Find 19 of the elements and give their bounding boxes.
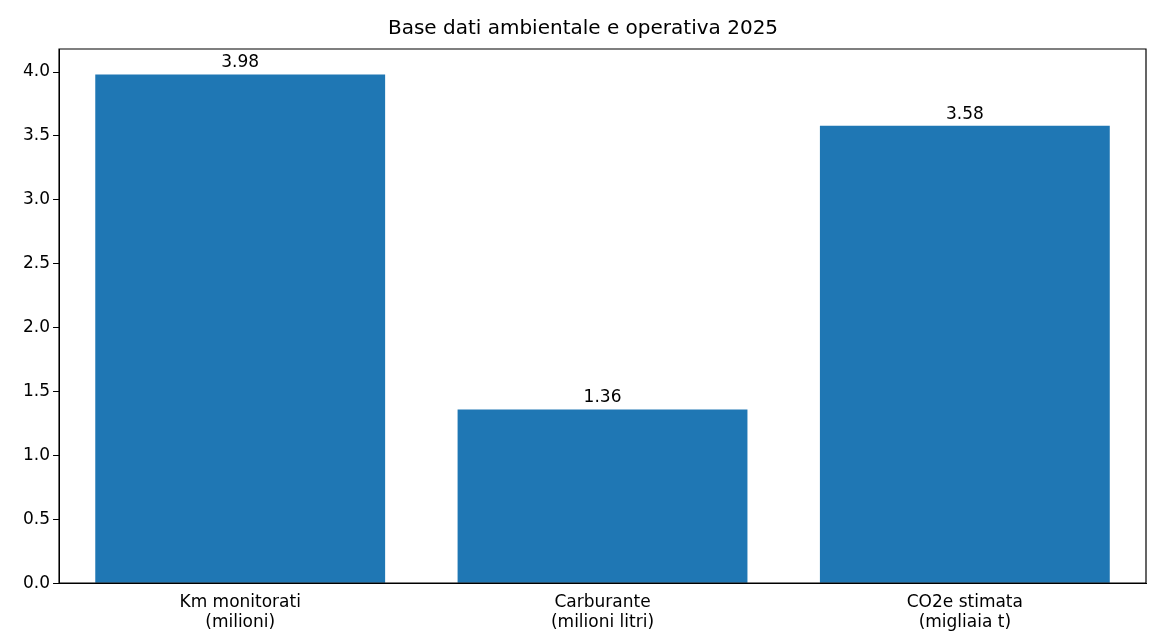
y-tick-label: 2.0 (22, 316, 51, 337)
y-tick-label: 3.0 (22, 188, 51, 209)
y-tick-label: 2.5 (22, 252, 51, 273)
bar (95, 74, 386, 583)
chart-title: Base dati ambientale e operativa 2025 (387, 15, 779, 40)
x-tick-label: CO2e stimata (migliaia t) (906, 590, 1023, 632)
bar (457, 409, 748, 583)
x-tick-label: Km monitorati (milioni) (179, 590, 301, 632)
y-tick-label: 1.0 (22, 443, 51, 464)
data-label: 3.58 (945, 102, 984, 123)
y-tick-label: 0.0 (22, 571, 51, 592)
x-tick-label: Carburante (milioni litri) (550, 590, 655, 632)
y-tick-label: 0.5 (22, 507, 51, 528)
y-tick-label: 4.0 (22, 60, 51, 81)
data-label: 3.98 (221, 51, 260, 72)
bar (819, 125, 1110, 583)
y-tick-label: 1.5 (22, 379, 51, 400)
data-label: 1.36 (583, 386, 622, 407)
y-tick-label: 3.5 (22, 124, 51, 145)
